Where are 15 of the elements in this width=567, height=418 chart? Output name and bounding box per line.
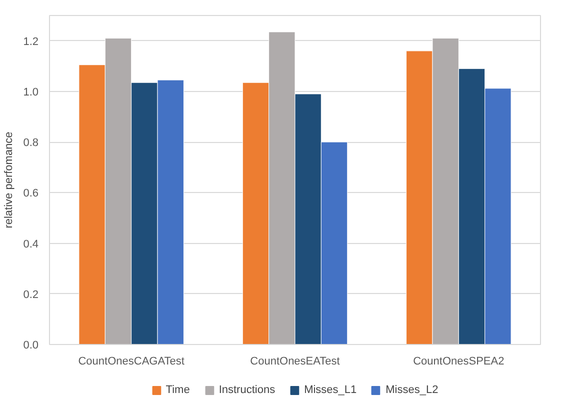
y-tick-label: 0.2 (23, 288, 39, 301)
legend-label: Misses_L1 (304, 384, 357, 396)
y-tick-label: 1.2 (23, 36, 39, 48)
y-axis-title: relative perfomance (3, 132, 16, 228)
legend-label: Time (166, 384, 190, 396)
x-tick-label: CountOnesSPEA2 (413, 356, 504, 368)
y-tick-label: 1.0 (23, 86, 39, 98)
y-tick-label: 0.0 (23, 340, 39, 352)
legend-label: Instructions (218, 384, 276, 396)
legend-label: Misses_L2 (386, 384, 438, 396)
y-tick-label: 0.4 (23, 238, 39, 250)
y-tick-label: 0.8 (23, 137, 39, 150)
x-tick-label: CountOnesEATest (250, 356, 340, 368)
y-tick-label: 0.6 (23, 188, 39, 200)
x-tick-label: CountOnesCAGATest (78, 356, 184, 368)
